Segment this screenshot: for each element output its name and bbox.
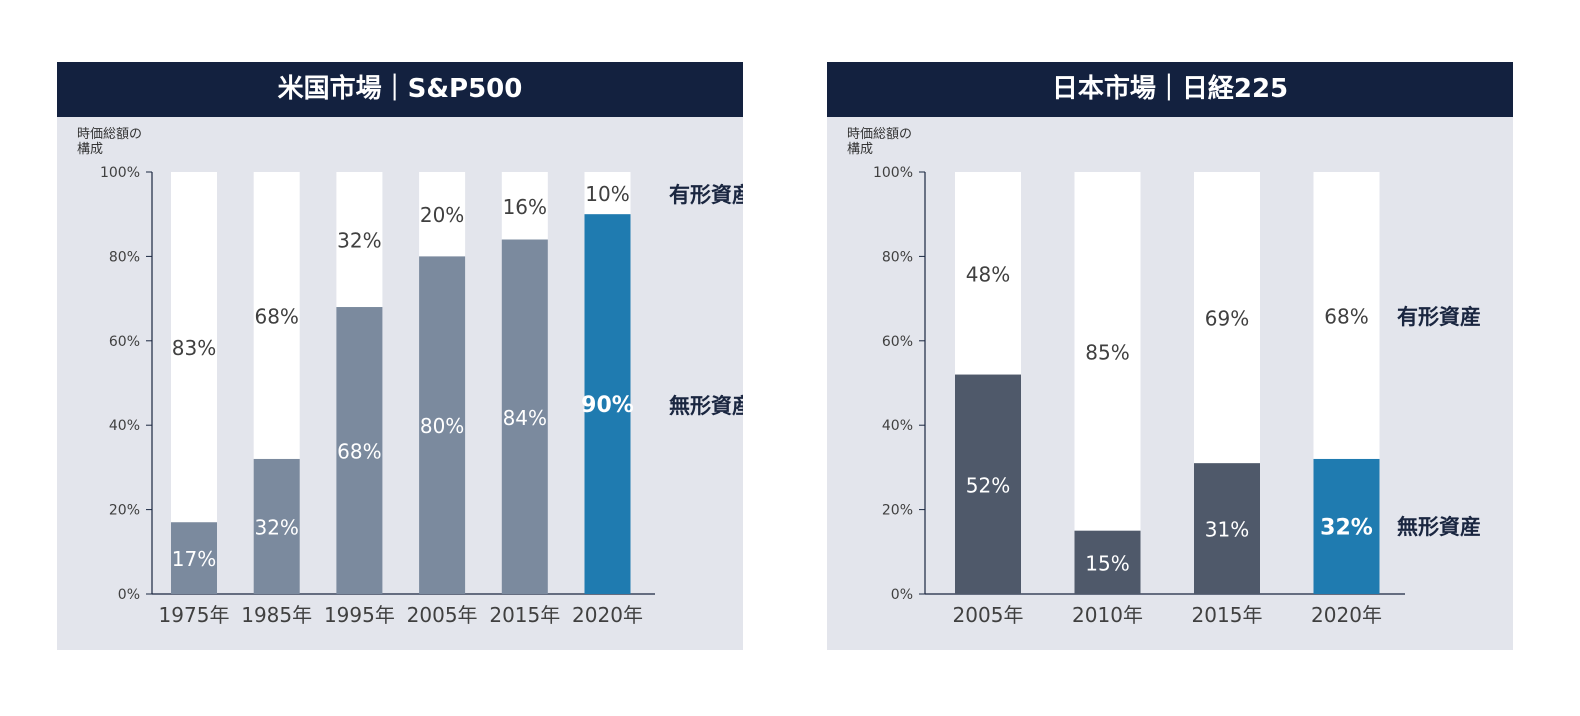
us-bar-intangible	[171, 522, 217, 594]
us-legend-tangible: 有形資産	[669, 183, 743, 207]
jp-y-tick-label: 20%	[882, 503, 913, 519]
jp-y-axis-title: 時価総額の 構成	[847, 127, 947, 157]
us-label-tangible: 68%	[254, 304, 298, 328]
us-bar-tangible	[253, 172, 300, 459]
us-y-tick-label: 0%	[118, 587, 140, 603]
jp-legend-tangible: 有形資産	[1397, 305, 1481, 329]
jp-label-tangible: 69%	[1205, 307, 1249, 331]
us-label-intangible: 32%	[254, 515, 298, 539]
jp-x-tick-label: 2010年	[1072, 603, 1143, 627]
us-label-tangible: 83%	[172, 336, 216, 360]
us-label-intangible: 84%	[503, 406, 547, 430]
us-bar-tangible	[419, 172, 466, 257]
jp-bar-tangible	[1313, 172, 1380, 459]
jp-y-tick-label: 40%	[882, 418, 913, 434]
us-x-tick-label: 2020年	[572, 603, 643, 627]
jp-bar-intangible	[955, 374, 1021, 594]
us-legend-intangible: 無形資産	[669, 394, 743, 418]
us-label-intangible: 80%	[420, 414, 464, 438]
us-bar-intangible	[253, 458, 300, 594]
jp-bar-intangible	[1194, 463, 1260, 594]
jp-label-tangible: 48%	[966, 262, 1010, 286]
jp-legend-intangible: 無形資産	[1397, 515, 1481, 539]
us-bar-intangible	[584, 214, 631, 594]
jp-x-tick-label: 2020年	[1311, 603, 1382, 627]
us-y-tick-label: 100%	[100, 165, 140, 181]
us-y-axis-title-line1: 時価総額の	[77, 127, 143, 142]
us-y-tick-label: 40%	[109, 418, 140, 434]
jp-y-tick-label: 0%	[891, 587, 913, 603]
jp-bar-intangible	[1074, 530, 1141, 594]
jp-label-intangible: 52%	[966, 473, 1010, 497]
jp-y-tick-label: 80%	[882, 249, 913, 265]
us-bar-intangible	[501, 239, 548, 594]
jp-x-tick-label: 2015年	[1192, 603, 1263, 627]
jp-y-tick-label: 100%	[873, 165, 913, 181]
us-y-axis-title: 時価総額の 構成	[77, 127, 177, 157]
us-label-intangible: 68%	[337, 440, 381, 464]
us-bar-intangible	[419, 256, 466, 594]
jp-stacked-bar-chart: 0% 20% 40% 60% 80% 100% 48% 52% 2005年 85% 15% 2010年…	[873, 165, 1481, 627]
jp-label-tangible: 85%	[1085, 340, 1129, 364]
us-y-tick-label: 80%	[109, 249, 140, 265]
us-label-tangible: 20%	[420, 203, 464, 227]
jp-market-title: 日本市場｜日経225	[827, 62, 1513, 117]
jp-y-tick-label: 60%	[882, 334, 913, 350]
jp-x-tick-label: 2005年	[953, 603, 1024, 627]
us-label-tangible: 32%	[337, 229, 381, 253]
us-bar-tangible	[171, 172, 217, 523]
us-x-tick-label: 1995年	[324, 603, 395, 627]
us-y-axis-title-line2: 構成	[77, 142, 104, 157]
us-bar-tangible	[336, 172, 383, 308]
us-label-tangible: 16%	[503, 195, 547, 219]
jp-label-intangible: 15%	[1085, 551, 1129, 575]
jp-bar-tangible	[1194, 172, 1260, 464]
us-y-tick-label: 20%	[109, 503, 140, 519]
us-market-panel: 米国市場｜S&P500 時価総額の 構成 0% 20% 40% 60% 80% 100% 8…	[57, 62, 743, 650]
jp-label-intangible: 31%	[1205, 518, 1249, 542]
us-bar-tangible	[584, 172, 631, 215]
us-label-tangible: 10%	[585, 182, 629, 206]
us-x-tick-label: 2015年	[489, 603, 560, 627]
us-bar-intangible	[336, 307, 383, 594]
jp-y-axis-title-line1: 時価総額の	[847, 127, 913, 142]
us-x-tick-label: 1985年	[241, 603, 312, 627]
us-market-title: 米国市場｜S&P500	[57, 62, 743, 117]
jp-market-panel: 日本市場｜日経225 時価総額の 構成 0% 20% 40% 60% 80% 100% 48…	[827, 62, 1513, 650]
us-x-tick-label: 2005年	[407, 603, 478, 627]
jp-y-axis-title-line2: 構成	[847, 142, 874, 157]
jp-bar-tangible	[1074, 172, 1141, 531]
us-y-tick-label: 60%	[109, 334, 140, 350]
jp-bar-tangible	[955, 172, 1021, 375]
us-bar-tangible	[501, 172, 548, 240]
us-label-intangible: 17%	[172, 547, 216, 571]
us-x-tick-label: 1975年	[159, 603, 230, 627]
jp-bar-intangible	[1313, 458, 1380, 594]
jp-label-intangible: 32%	[1320, 515, 1373, 540]
us-label-intangible: 90%	[581, 393, 634, 418]
jp-label-tangible: 68%	[1324, 304, 1368, 328]
us-stacked-bar-chart: 0% 20% 40% 60% 80% 100% 83% 17% 1975年 68% 32% 1985年…	[100, 165, 743, 627]
